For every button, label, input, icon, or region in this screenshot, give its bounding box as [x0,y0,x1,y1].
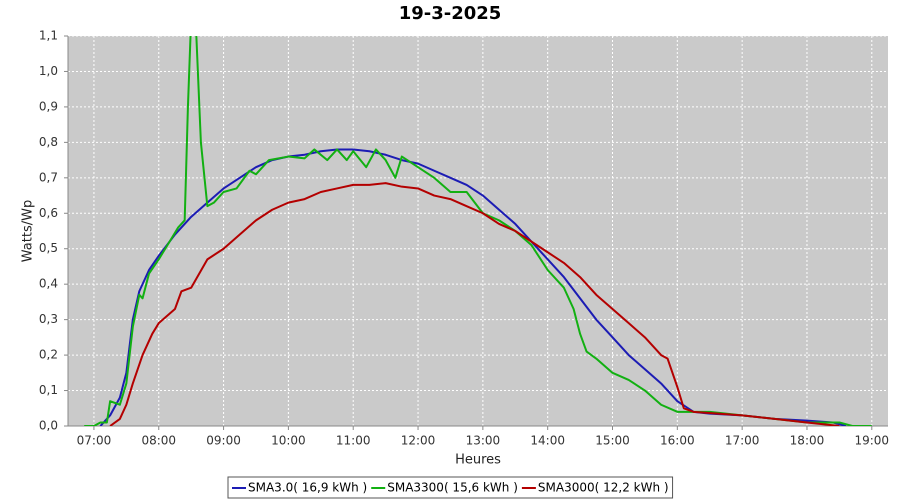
x-tick-label: 08:00 [141,434,176,448]
plot-area [68,36,888,426]
legend-label: SMA3300( 15,6 kWh ) [387,481,518,495]
y-tick-label: 0,9 [39,99,58,113]
y-tick-label: 0,7 [39,170,58,184]
series-line [109,182,840,426]
y-tick-label: 0,4 [39,277,58,291]
x-axis-label: Heures [455,453,501,468]
x-tick-label: 15:00 [595,434,630,448]
y-tick-label: 0,3 [39,312,58,326]
legend-label: SMA3.0( 16,9 kWh ) [248,481,367,495]
series-line [84,36,872,426]
x-tick-label: 11:00 [336,434,371,448]
x-tick-label: 09:00 [206,434,241,448]
y-tick-label: 0,0 [39,419,58,433]
x-tick-label: 13:00 [466,434,501,448]
series-lines [84,36,872,426]
y-tick-label: 0,2 [39,348,58,362]
x-tick-label: 10:00 [271,434,306,448]
y-tick-label: 0,8 [39,135,58,149]
x-tick-label: 14:00 [530,434,565,448]
y-tick-label: 0,1 [39,383,58,397]
x-tick-label: 07:00 [77,434,112,448]
y-tick-label: 0,5 [39,241,58,255]
y-tick-label: 1,1 [39,29,58,43]
y-tick-label: 1,0 [39,64,58,78]
grid: 0,0 0,1 0,2 0,3 0,4 0,5 0,6 0,7 0,8 0,9 1,0 1,1 07:0… [39,29,889,448]
legend: SMA3.0( 16,9 kWh ) SMA3300( 15,6 kWh ) SMA… [227,476,674,499]
x-tick-label: 19:00 [854,434,889,448]
legend-box [227,476,674,499]
x-tick-label: 16:00 [660,434,695,448]
chart-title: 19-3-2025 [399,3,502,24]
x-tick-label: 17:00 [725,434,760,448]
x-tick-label: 12:00 [401,434,436,448]
legend-label: SMA3000( 12,2 kWh ) [538,481,669,495]
y-tick-label: 0,6 [39,206,58,220]
y-axis-label: Watts/Wp [21,200,36,262]
x-tick-label: 18:00 [790,434,825,448]
